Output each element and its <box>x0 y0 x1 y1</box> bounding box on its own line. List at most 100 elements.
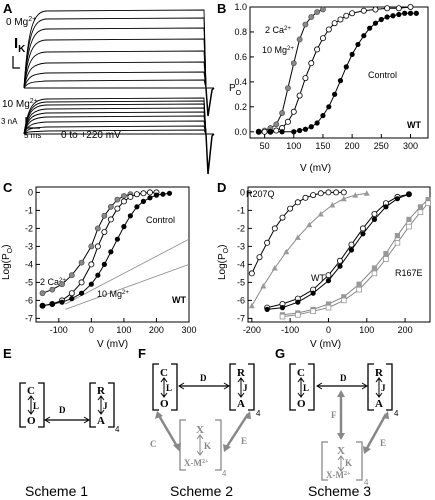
data-point <box>407 4 414 10</box>
data-point <box>78 279 85 286</box>
y-tick-label: -4 <box>25 259 33 269</box>
data-point <box>413 10 419 16</box>
data-point <box>326 104 332 110</box>
data-point <box>88 261 95 268</box>
data-point <box>325 272 332 279</box>
data-point <box>302 21 309 28</box>
data-point <box>49 286 56 293</box>
data-point <box>140 198 147 204</box>
s1-subscript: 4 <box>115 425 120 434</box>
s1-label-d: D <box>59 405 66 415</box>
d-legend-r207q: R207Q <box>246 189 275 199</box>
data-point <box>279 129 285 135</box>
data-point <box>320 112 326 119</box>
data-point <box>302 75 309 82</box>
y-tick-label: -3 <box>25 241 33 251</box>
data-point <box>140 190 147 197</box>
data-point <box>394 240 401 246</box>
y-tick-label: 0.0 <box>234 127 247 137</box>
s2-state-xm: X-M2+ <box>184 458 209 468</box>
data-point <box>383 251 389 257</box>
data-point <box>147 195 153 201</box>
s1-state-c: C <box>27 385 35 397</box>
data-point <box>101 212 108 219</box>
y-tick-label: -5 <box>25 277 33 287</box>
data-point <box>340 195 347 202</box>
data-point <box>425 197 431 203</box>
x-tick-label: 200 <box>149 325 164 335</box>
current-trace <box>23 79 207 89</box>
data-point <box>153 192 160 198</box>
x-tick-label: 200 <box>398 325 413 335</box>
data-point <box>390 13 396 19</box>
y-tick-label: 0.6 <box>234 52 247 62</box>
data-point <box>59 299 65 305</box>
fit-curve <box>42 191 157 307</box>
s3-state-r: R <box>375 367 384 379</box>
data-point <box>94 225 101 232</box>
s2-state-x: X <box>196 424 204 436</box>
data-point <box>360 7 367 14</box>
data-point <box>283 248 290 255</box>
d-legend-r167e: R167E <box>395 268 423 278</box>
s3-label-side-right: E <box>380 438 386 448</box>
scheme-3: C L O D R J A 4 F X K X-M2+ 4 E Scheme 3 <box>289 363 399 499</box>
data-point <box>39 303 46 309</box>
data-point <box>320 6 326 13</box>
data-point <box>78 259 85 266</box>
data-point <box>360 231 366 237</box>
data-point <box>378 16 384 23</box>
data-point <box>248 270 255 277</box>
panel-label-c: C <box>3 180 13 195</box>
data-point <box>308 60 315 67</box>
data-point <box>297 127 303 134</box>
data-point <box>337 263 343 269</box>
data-point <box>294 234 301 240</box>
data-point <box>337 16 344 23</box>
data-point <box>78 290 85 296</box>
data-point <box>160 191 166 197</box>
b-legend-control: Control <box>368 70 397 80</box>
data-point <box>248 302 255 309</box>
scheme-1-caption: Scheme 1 <box>25 483 88 499</box>
data-point <box>383 256 389 262</box>
c-legend-mg: 10 Mg2+ <box>97 289 129 299</box>
y-tick-label: -6 <box>237 295 245 305</box>
panel-label-e: E <box>3 346 12 361</box>
data-point <box>352 192 359 198</box>
y-tick-label: -7 <box>25 313 33 323</box>
s2-label-side-left: C <box>150 439 157 449</box>
tail-current <box>205 87 215 117</box>
data-point <box>310 308 316 314</box>
data-point <box>371 265 378 271</box>
s2-state-a: A <box>237 398 245 410</box>
data-point <box>146 189 153 196</box>
data-point <box>39 290 46 297</box>
data-point <box>256 129 262 135</box>
panel-label-f: F <box>138 346 146 361</box>
chart-b: 50 100 150 200 250 300 0.0 0.2 0.4 0.6 0.8 1.0 <box>234 2 429 151</box>
data-point <box>384 14 390 20</box>
data-point <box>310 192 317 199</box>
x-tick-label: 100 <box>286 141 301 151</box>
tail-current <box>205 133 215 175</box>
chart-d: -200 -100 0 100 200 0 -1 -2 -3 -4 -5 -6 -7 <box>237 186 431 335</box>
s2-state-r: R <box>237 367 246 379</box>
data-point <box>284 118 291 125</box>
s3-subscript: 4 <box>394 409 399 418</box>
scheme-2: C L O D R J A 4 X K X-M2+ 4 C E Scheme 2 <box>150 363 261 499</box>
current-traces-top <box>23 9 215 117</box>
data-point <box>361 33 367 39</box>
data-point <box>395 5 402 12</box>
scale-bar-top <box>12 56 20 69</box>
data-point <box>59 281 65 288</box>
label-10-mg: 10 Mg2+ <box>2 98 38 110</box>
s2-label-d: D <box>200 373 207 383</box>
data-point <box>372 20 379 26</box>
data-point <box>341 294 347 300</box>
x-tick-label: 100 <box>359 325 374 335</box>
d-legend-wt: WT <box>311 273 325 283</box>
c-wt-label: WT <box>172 295 186 305</box>
d-y-axis-label: Log(PO) <box>217 245 230 280</box>
limiting-slope-line <box>65 238 190 305</box>
